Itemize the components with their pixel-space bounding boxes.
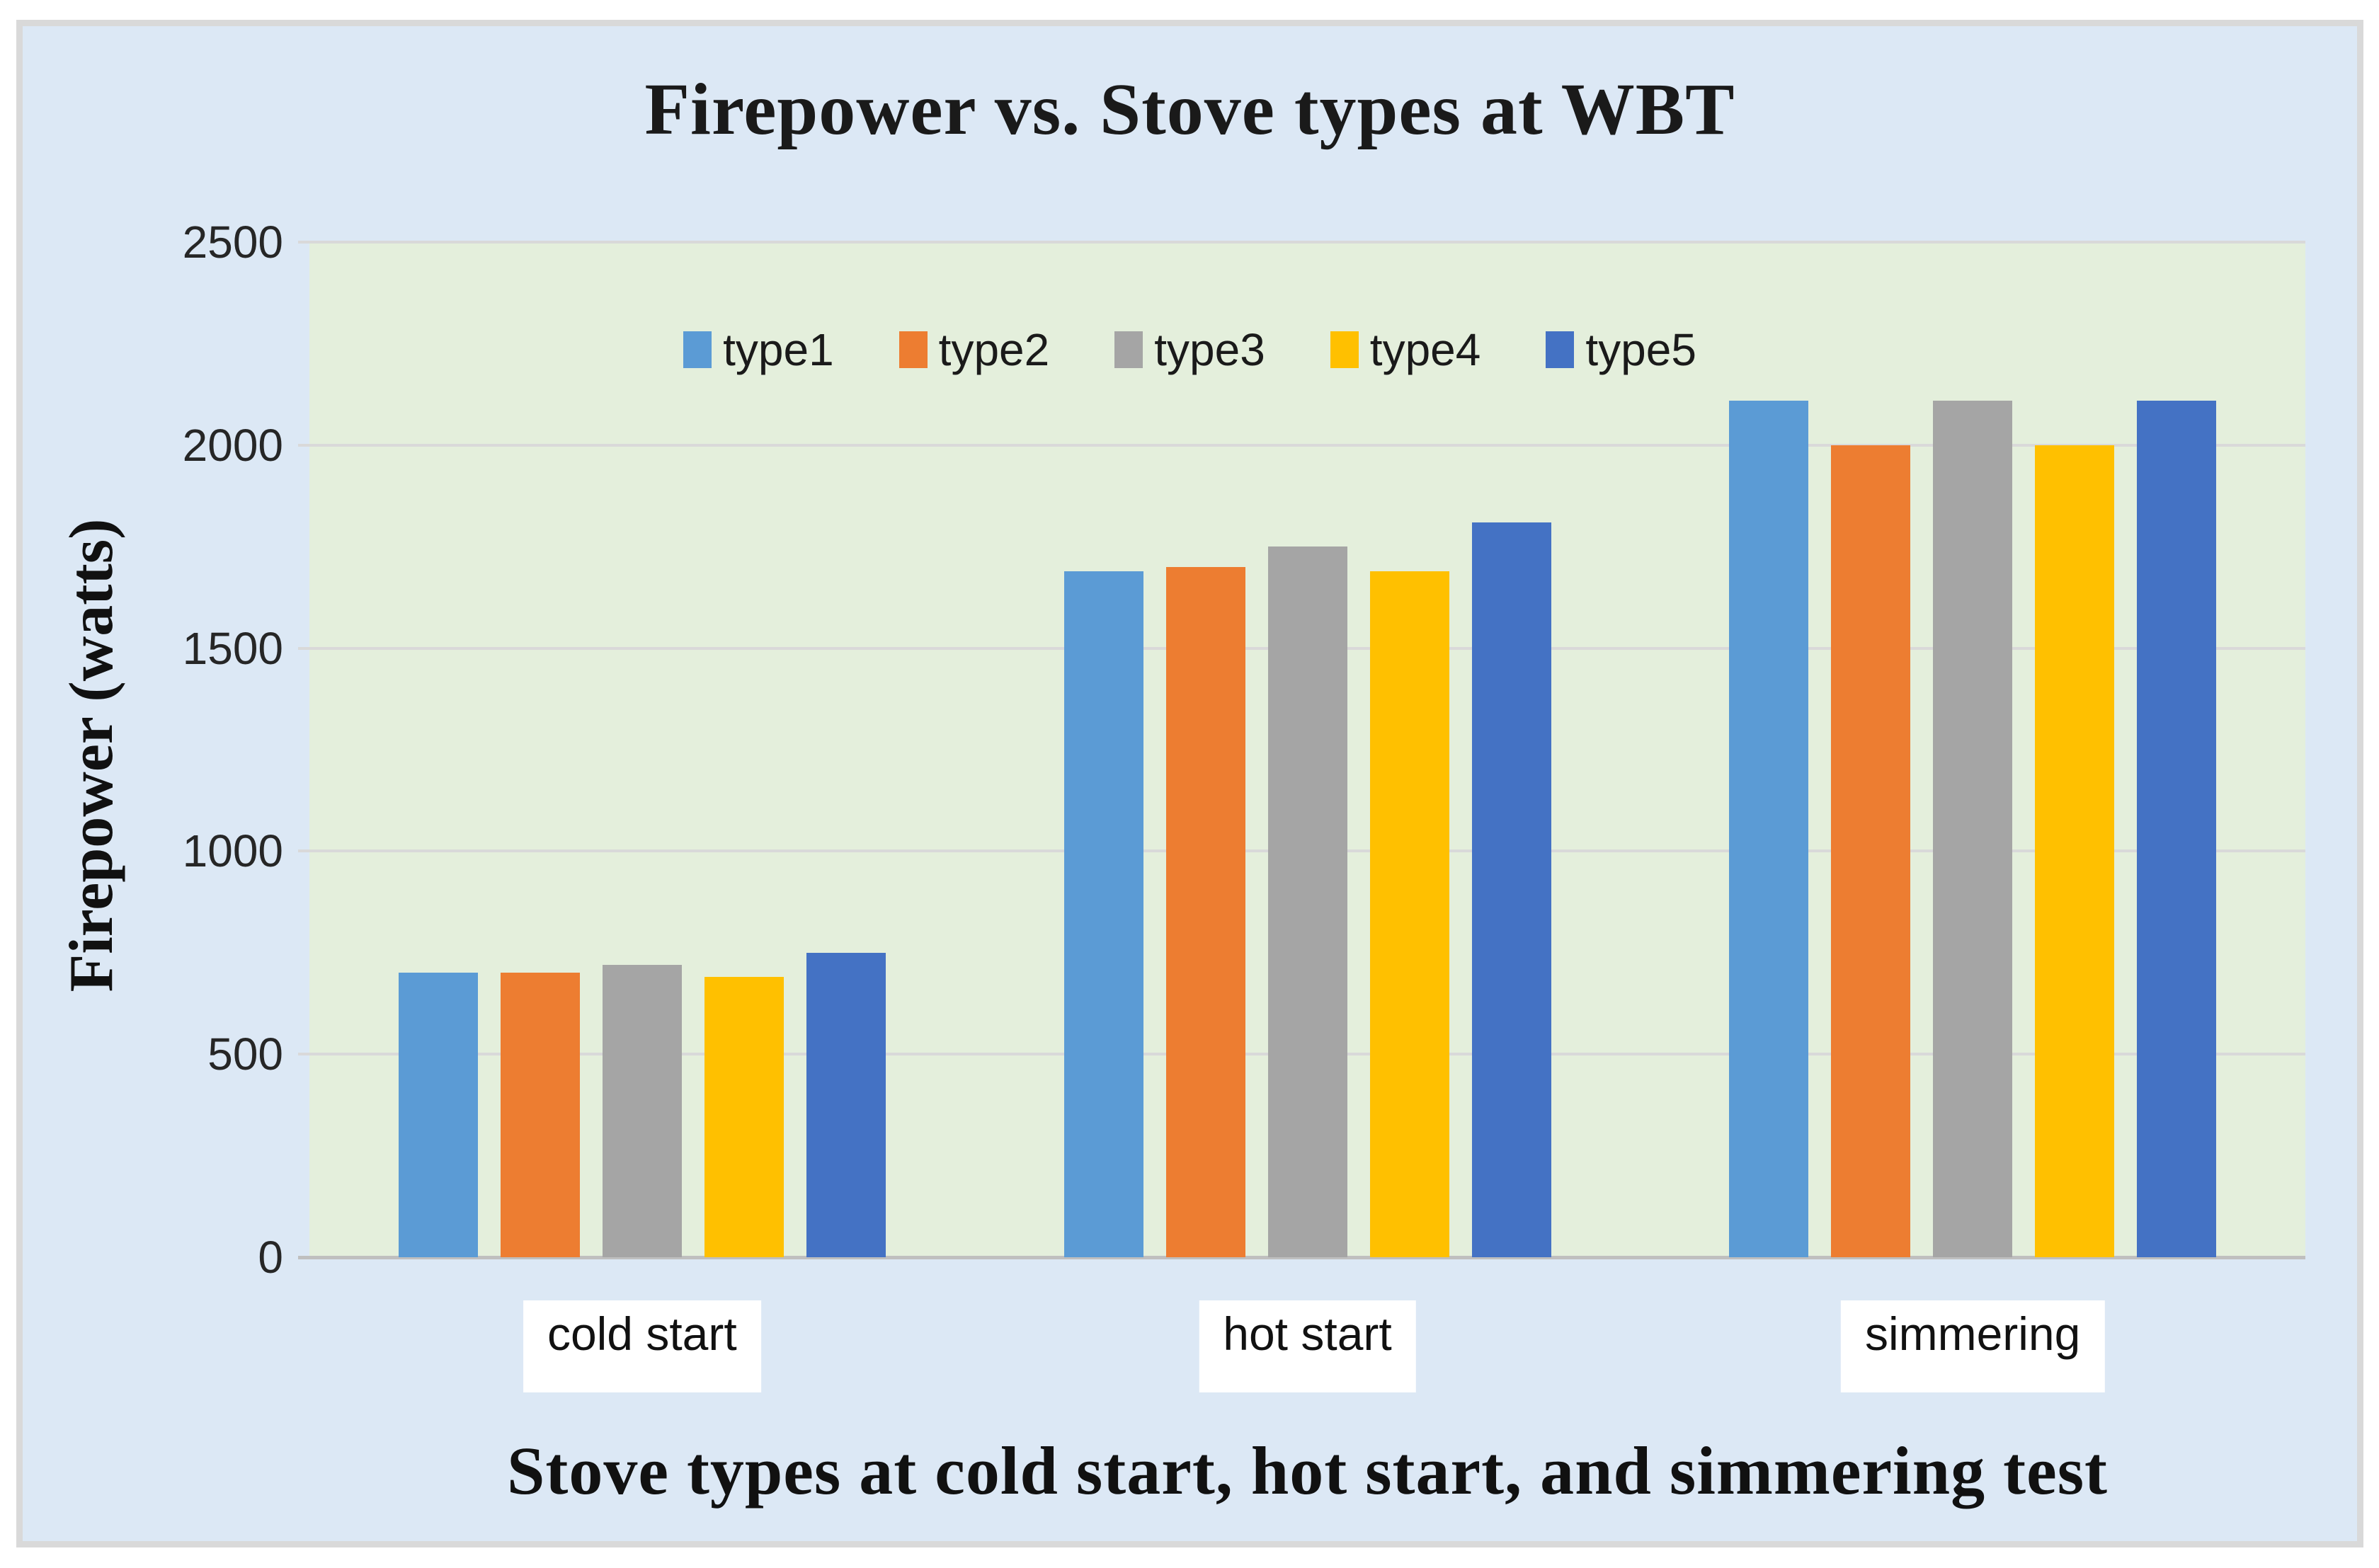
x-axis-category-labels: cold start hot start simmering	[309, 1300, 2305, 1407]
bar-type5-simmering	[2137, 401, 2217, 1257]
bar-type2-simmering	[1831, 445, 1911, 1257]
bar-type4-cold-start	[704, 977, 784, 1257]
bar-group-hot-start	[1063, 522, 1551, 1257]
bar-type4-simmering	[2035, 445, 2115, 1257]
y-tick-label-1000: 1000	[182, 825, 283, 877]
legend-item-type2: type2	[898, 324, 1050, 376]
legend-item-type1: type1	[683, 324, 834, 376]
y-tick-label-2500: 2500	[182, 217, 283, 268]
bar-type1-hot-start	[1063, 571, 1143, 1257]
category-label-cold-start: cold start	[523, 1300, 761, 1392]
legend-item-type4: type4	[1330, 324, 1481, 376]
y-tick-label-1500: 1500	[182, 622, 283, 674]
legend: type1 type2 type3 type4 type5	[23, 324, 2357, 376]
y-tick-label-500: 500	[207, 1029, 283, 1080]
legend-label-type5: type5	[1585, 324, 1696, 375]
legend-label-type4: type4	[1369, 324, 1481, 375]
legend-swatch-type3	[1114, 331, 1143, 368]
bar-type1-simmering	[1729, 401, 1809, 1257]
bar-type1-cold-start	[398, 973, 478, 1257]
y-tick-label-2000: 2000	[182, 419, 283, 471]
x-axis-title: Stove types at cold start, hot start, an…	[506, 1433, 2109, 1509]
bar-group-cold-start	[398, 953, 886, 1257]
legend-label-type1: type1	[723, 324, 834, 375]
bar-type3-cold-start	[602, 965, 682, 1257]
legend-swatch-type2	[898, 331, 928, 368]
gridline-2000	[298, 443, 2305, 447]
legend-label-type3: type3	[1154, 324, 1265, 375]
chart-frame: Firepower vs. Stove types at WBT Firepow…	[16, 20, 2363, 1547]
legend-label-type2: type2	[938, 324, 1050, 375]
bar-type5-cold-start	[806, 953, 886, 1257]
bar-type2-cold-start	[500, 973, 580, 1257]
category-label-simmering: simmering	[1840, 1300, 2105, 1392]
legend-swatch-type4	[1330, 331, 1359, 368]
plot-area	[298, 241, 2305, 1259]
gridline-2500	[298, 241, 2305, 244]
y-tick-label-0: 0	[258, 1232, 283, 1283]
bar-type4-hot-start	[1369, 571, 1449, 1257]
chart-title: Firepower vs. Stove types at WBT	[644, 69, 1735, 150]
bar-group-simmering	[1729, 401, 2217, 1257]
bar-type5-hot-start	[1471, 522, 1551, 1257]
legend-item-type5: type5	[1546, 324, 1696, 376]
bar-type3-simmering	[1933, 401, 2013, 1257]
gridline-0	[298, 1256, 2305, 1259]
bar-type3-hot-start	[1267, 546, 1347, 1257]
y-axis-title: Firepower (watts)	[57, 518, 126, 992]
bar-type2-hot-start	[1165, 567, 1245, 1257]
legend-item-type3: type3	[1114, 324, 1265, 376]
legend-swatch-type5	[1546, 331, 1575, 368]
legend-swatch-type1	[683, 331, 712, 368]
category-label-hot-start: hot start	[1199, 1300, 1416, 1392]
